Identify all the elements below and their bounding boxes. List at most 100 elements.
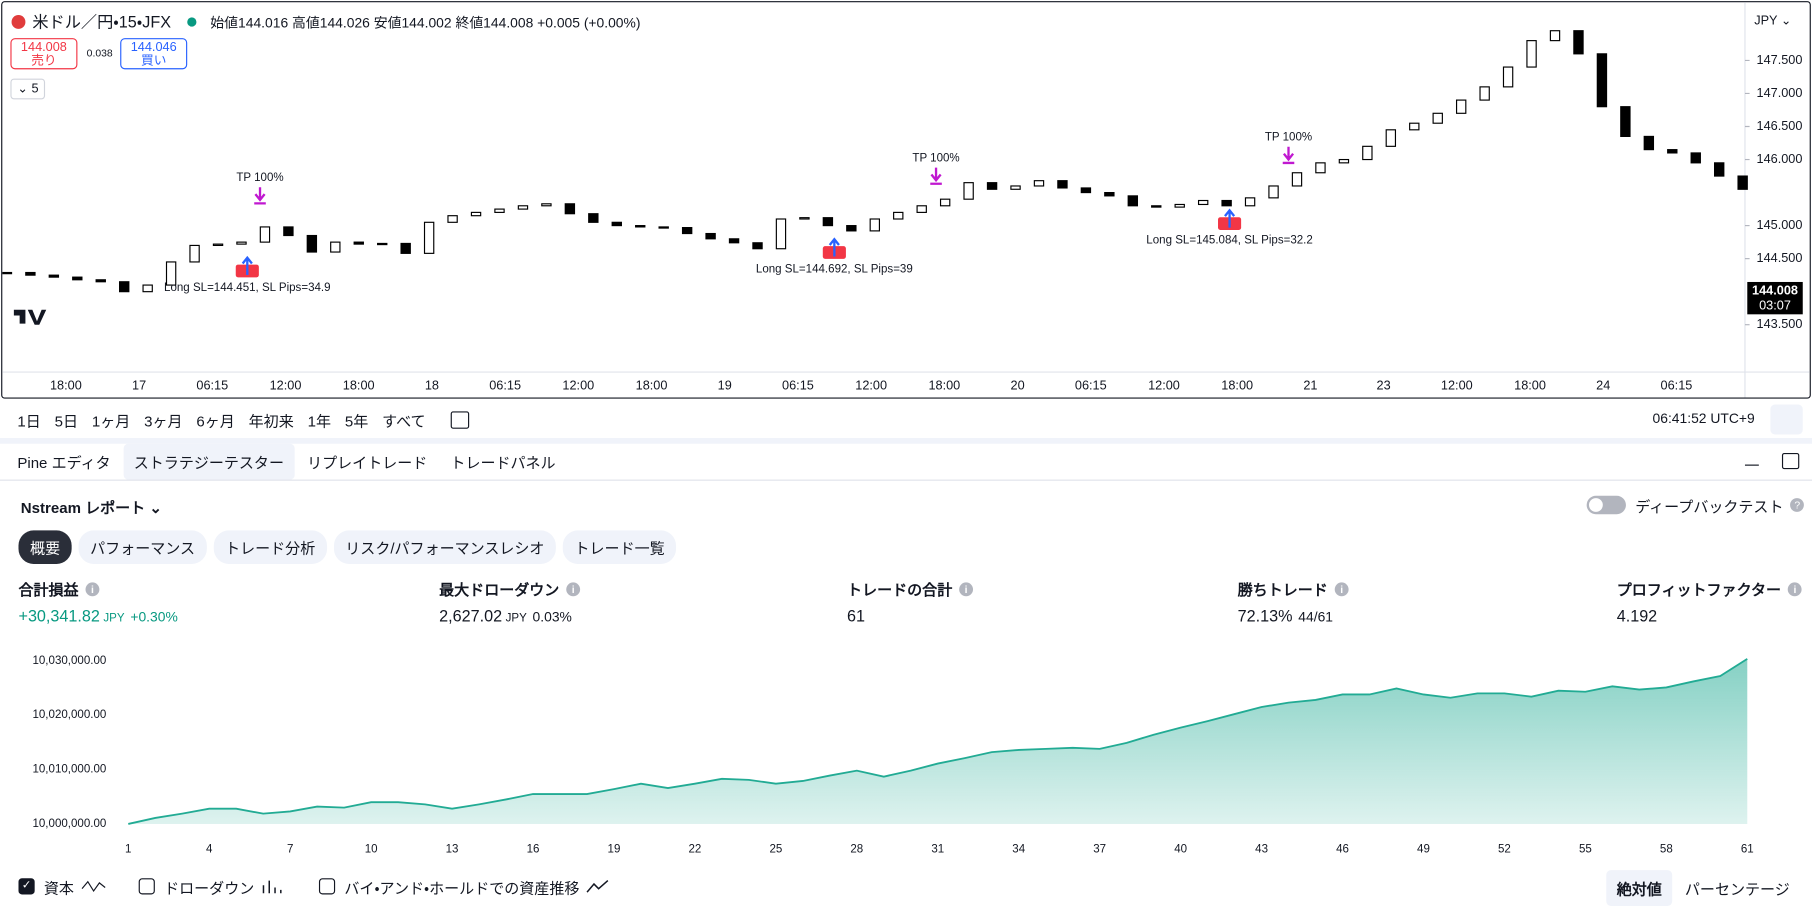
- candle: [1432, 112, 1443, 124]
- indicator-toggle[interactable]: ⌄ 5: [10, 78, 46, 100]
- candle: [728, 238, 740, 244]
- tab[interactable]: Pine エディタ: [17, 453, 111, 471]
- checkbox-equity[interactable]: ✓: [18, 878, 35, 895]
- x-tick-label: 06:15: [196, 377, 228, 392]
- checkbox[interactable]: [318, 878, 336, 895]
- x-tick-label: 43: [1255, 843, 1268, 855]
- y-tick-label: 147.000: [1757, 85, 1803, 100]
- x-tick-label: 10: [365, 843, 378, 855]
- metric-value-row: 61: [847, 607, 973, 625]
- symbol-bar: 米ドル／円・15・JFX 始値144.016 高値144.026 安値144.0…: [11, 12, 641, 33]
- metric: 最大ドローダウン i 2,627.02 JPY 0.03%: [439, 578, 581, 626]
- sell-price: 144.008: [20, 40, 67, 55]
- candle: [189, 244, 200, 263]
- x-tick-label: 28: [850, 843, 863, 855]
- range-button[interactable]: 5日: [54, 411, 78, 430]
- range-button[interactable]: 3ヶ月: [144, 411, 183, 430]
- candle: [353, 241, 364, 245]
- status-dot: [187, 17, 197, 27]
- chart-panel: 143.500 144.500 145.000 146.000 146.500 147.0…: [1, 1, 1811, 399]
- symbol[interactable]: 米ドル／円・15・JFX: [32, 12, 172, 32]
- candle: [1151, 205, 1162, 208]
- candle: [1455, 99, 1467, 114]
- scale-mode[interactable]: 絶対値: [1606, 869, 1673, 906]
- scale-mode[interactable]: パーセンテージ: [1684, 879, 1790, 898]
- candle: [259, 226, 271, 243]
- tab[interactable]: ストラテジーテスター: [123, 443, 295, 480]
- x-tick-label: 61: [1741, 843, 1754, 855]
- sell-button[interactable]: 144.008 売り: [10, 38, 78, 70]
- metric-value-row: +30,341.82 JPY +0.30%: [18, 607, 177, 625]
- candle: [1104, 191, 1115, 197]
- candle: [564, 203, 576, 215]
- indicator-count: 5: [31, 82, 39, 96]
- y-tick-label: 10,010,000.00: [32, 764, 106, 776]
- subtab[interactable]: リスク/パフォーマンスレシオ: [333, 529, 557, 564]
- candle: [1385, 129, 1397, 147]
- candle: [423, 221, 435, 254]
- y-tick-label: 10,000,000.00: [32, 818, 106, 830]
- candle: [1409, 122, 1420, 131]
- collapse-button[interactable]: [1770, 404, 1803, 435]
- checkbox[interactable]: [138, 878, 155, 895]
- metric-value: 2,627.02: [439, 606, 503, 626]
- x-tick-label: 37: [1093, 843, 1106, 855]
- candle: [1010, 185, 1021, 190]
- x-tick-label: 12:00: [855, 377, 887, 392]
- candle: [1127, 195, 1139, 207]
- candle: [1291, 172, 1303, 187]
- range-button[interactable]: すべて: [382, 411, 426, 430]
- range-button[interactable]: 年初来: [248, 411, 294, 430]
- range-button[interactable]: 1日: [17, 411, 41, 430]
- tp-arrow: [1282, 146, 1295, 165]
- calendar-icon[interactable]: [450, 410, 470, 429]
- x-tick-label: 18:00: [1514, 377, 1546, 392]
- series-option[interactable]: ドローダウン: [164, 878, 255, 897]
- subtab[interactable]: パフォーマンス: [78, 529, 207, 564]
- tab[interactable]: トレードパネル: [450, 453, 556, 471]
- series-option[interactable]: バイ・アンド・ホールドでの資産推移: [344, 878, 580, 897]
- candle: [236, 241, 247, 245]
- x-tick-label: 21: [1303, 377, 1317, 392]
- range-button[interactable]: 1年: [307, 411, 331, 430]
- tab[interactable]: リプレイトレード: [307, 453, 428, 471]
- x-tick-label: 40: [1174, 843, 1187, 855]
- x-tick-label: 12:00: [270, 377, 302, 392]
- option-icon: [586, 880, 609, 893]
- candle: [681, 227, 693, 235]
- buy-button[interactable]: 144.046 買い: [120, 38, 188, 70]
- metric: トレードの合計 i 61: [847, 578, 974, 625]
- metric-label: 最大ドローダウン i: [439, 578, 581, 600]
- metric-extra: 44/61: [1298, 609, 1334, 626]
- info-icon: ?: [1790, 498, 1805, 512]
- last-price-box: [1747, 281, 1803, 315]
- maximize-icon[interactable]: [1781, 452, 1800, 470]
- candle: [165, 261, 177, 286]
- candle: [1197, 199, 1209, 206]
- subtab[interactable]: トレード分析: [213, 529, 327, 564]
- metric-label: 勝ちトレード i: [1238, 578, 1349, 600]
- metric-label-text: 勝ちトレード: [1237, 581, 1328, 599]
- x-tick-label: 16: [527, 843, 540, 855]
- candle: [799, 217, 810, 220]
- y-tick-label: 145.000: [1757, 217, 1803, 232]
- minimize-icon[interactable]: [1744, 464, 1759, 466]
- range-button[interactable]: 6ヶ月: [196, 411, 235, 430]
- metric-label-text: 最大ドローダウン: [439, 581, 560, 599]
- info-icon: i: [566, 581, 581, 596]
- range-button[interactable]: 5年: [344, 411, 369, 430]
- x-tick-label: 25: [769, 843, 782, 855]
- x-tick-label: 06:15: [489, 377, 521, 392]
- report-title[interactable]: Nstream レポート ⌄: [20, 499, 162, 517]
- candle: [1526, 40, 1537, 68]
- range-button[interactable]: 1ヶ月: [91, 411, 131, 430]
- series-options: ✓ 資本 ドローダウン バイ・アンド・ホールドでの資産推移: [18, 876, 644, 897]
- deep-backtest[interactable]: ディープバックテスト?: [1586, 495, 1805, 516]
- subtab[interactable]: トレード一覧: [562, 529, 677, 564]
- sell-label: 売り: [31, 54, 57, 69]
- info-icon: i: [85, 581, 100, 596]
- toggle[interactable]: [1586, 495, 1626, 515]
- subtab[interactable]: 概要: [18, 529, 72, 564]
- currency[interactable]: JPY ⌄: [1754, 13, 1792, 28]
- metric-label-text: トレードの合計: [847, 581, 953, 599]
